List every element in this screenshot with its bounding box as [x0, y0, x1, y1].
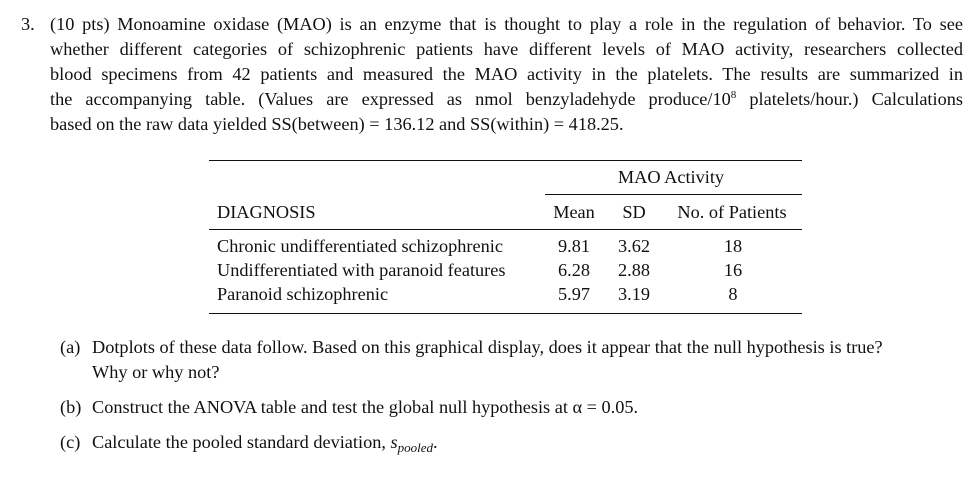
- header-rule: [209, 229, 802, 230]
- problem-line-4: the accompanying table. (Values are expr…: [50, 87, 963, 112]
- s-symbol: s: [390, 432, 398, 452]
- col-header-sd: SD: [622, 202, 646, 222]
- question-c-text: Calculate the pooled standard deviation,…: [92, 430, 960, 455]
- problem-number: 3.: [21, 14, 35, 34]
- table-bottom-rule: [209, 313, 802, 314]
- table-row-1-n: 18: [723, 236, 743, 256]
- problem-body: (10 pts) Monoamine oxidase (MAO) is an e…: [50, 12, 963, 137]
- table-row-2-n: 16: [723, 260, 743, 280]
- col-header-patients: No. of Patients: [677, 202, 787, 222]
- table-row-1-mean: 9.81: [558, 236, 590, 256]
- table-row-2-sd: 2.88: [618, 260, 650, 280]
- problem-line-1: (10 pts) Monoamine oxidase (MAO) is an e…: [50, 14, 963, 34]
- problem-line-3: blood specimens from 42 patients and mea…: [50, 64, 963, 84]
- group-header: MAO Activity: [617, 167, 725, 187]
- exponent: 8: [730, 89, 737, 101]
- group-header-rule: [545, 194, 802, 195]
- problem-statement: 3. (10 pts) Monoamine oxidase (MAO) is a…: [21, 12, 963, 137]
- table-row-3-n: 8: [728, 284, 738, 304]
- table-top-rule: [209, 160, 802, 161]
- question-b-label: (b): [60, 397, 82, 417]
- question-a-line-2: Why or why not?: [92, 362, 220, 382]
- table-row-3-mean: 5.97: [558, 284, 590, 304]
- problem-line-2: whether different categories of schizoph…: [50, 39, 963, 59]
- question-b: (b) Construct the ANOVA table and test t…: [60, 395, 960, 420]
- problem-line-5: based on the raw data yielded SS(between…: [50, 114, 624, 134]
- question-a-line-1: Dotplots of these data follow. Based on …: [92, 337, 883, 357]
- table-row-2-mean: 6.28: [558, 260, 590, 280]
- question-c: (c) Calculate the pooled standard deviat…: [60, 430, 960, 455]
- table-row-1-sd: 3.62: [618, 236, 650, 256]
- question-c-end: .: [433, 432, 438, 452]
- table-row-1-diagnosis: Chronic undifferentiated schizophrenic: [217, 236, 503, 256]
- question-b-text: Construct the ANOVA table and test the g…: [92, 397, 639, 417]
- question-c-prompt: Calculate the pooled standard deviation,: [92, 432, 391, 452]
- question-a-label: (a): [60, 337, 81, 357]
- problem-line-4-pre: the accompanying table. (Values are expr…: [50, 89, 731, 109]
- col-header-mean: Mean: [553, 202, 595, 222]
- pooled-subscript: pooled: [397, 440, 434, 455]
- question-a-text: Dotplots of these data follow. Based on …: [92, 335, 960, 385]
- problem-line-4-post: platelets/hour.) Calculations: [736, 89, 963, 109]
- col-header-diagnosis: DIAGNOSIS: [217, 202, 316, 222]
- table-row-3-diagnosis: Paranoid schizophrenic: [217, 284, 389, 304]
- question-c-label: (c): [60, 432, 81, 452]
- s-pooled-symbol: spooled: [390, 432, 434, 455]
- question-a: (a) Dotplots of these data follow. Based…: [60, 335, 960, 385]
- table-row-2-diagnosis: Undifferentiated with paranoid features: [217, 260, 506, 280]
- table-row-3-sd: 3.19: [618, 284, 650, 304]
